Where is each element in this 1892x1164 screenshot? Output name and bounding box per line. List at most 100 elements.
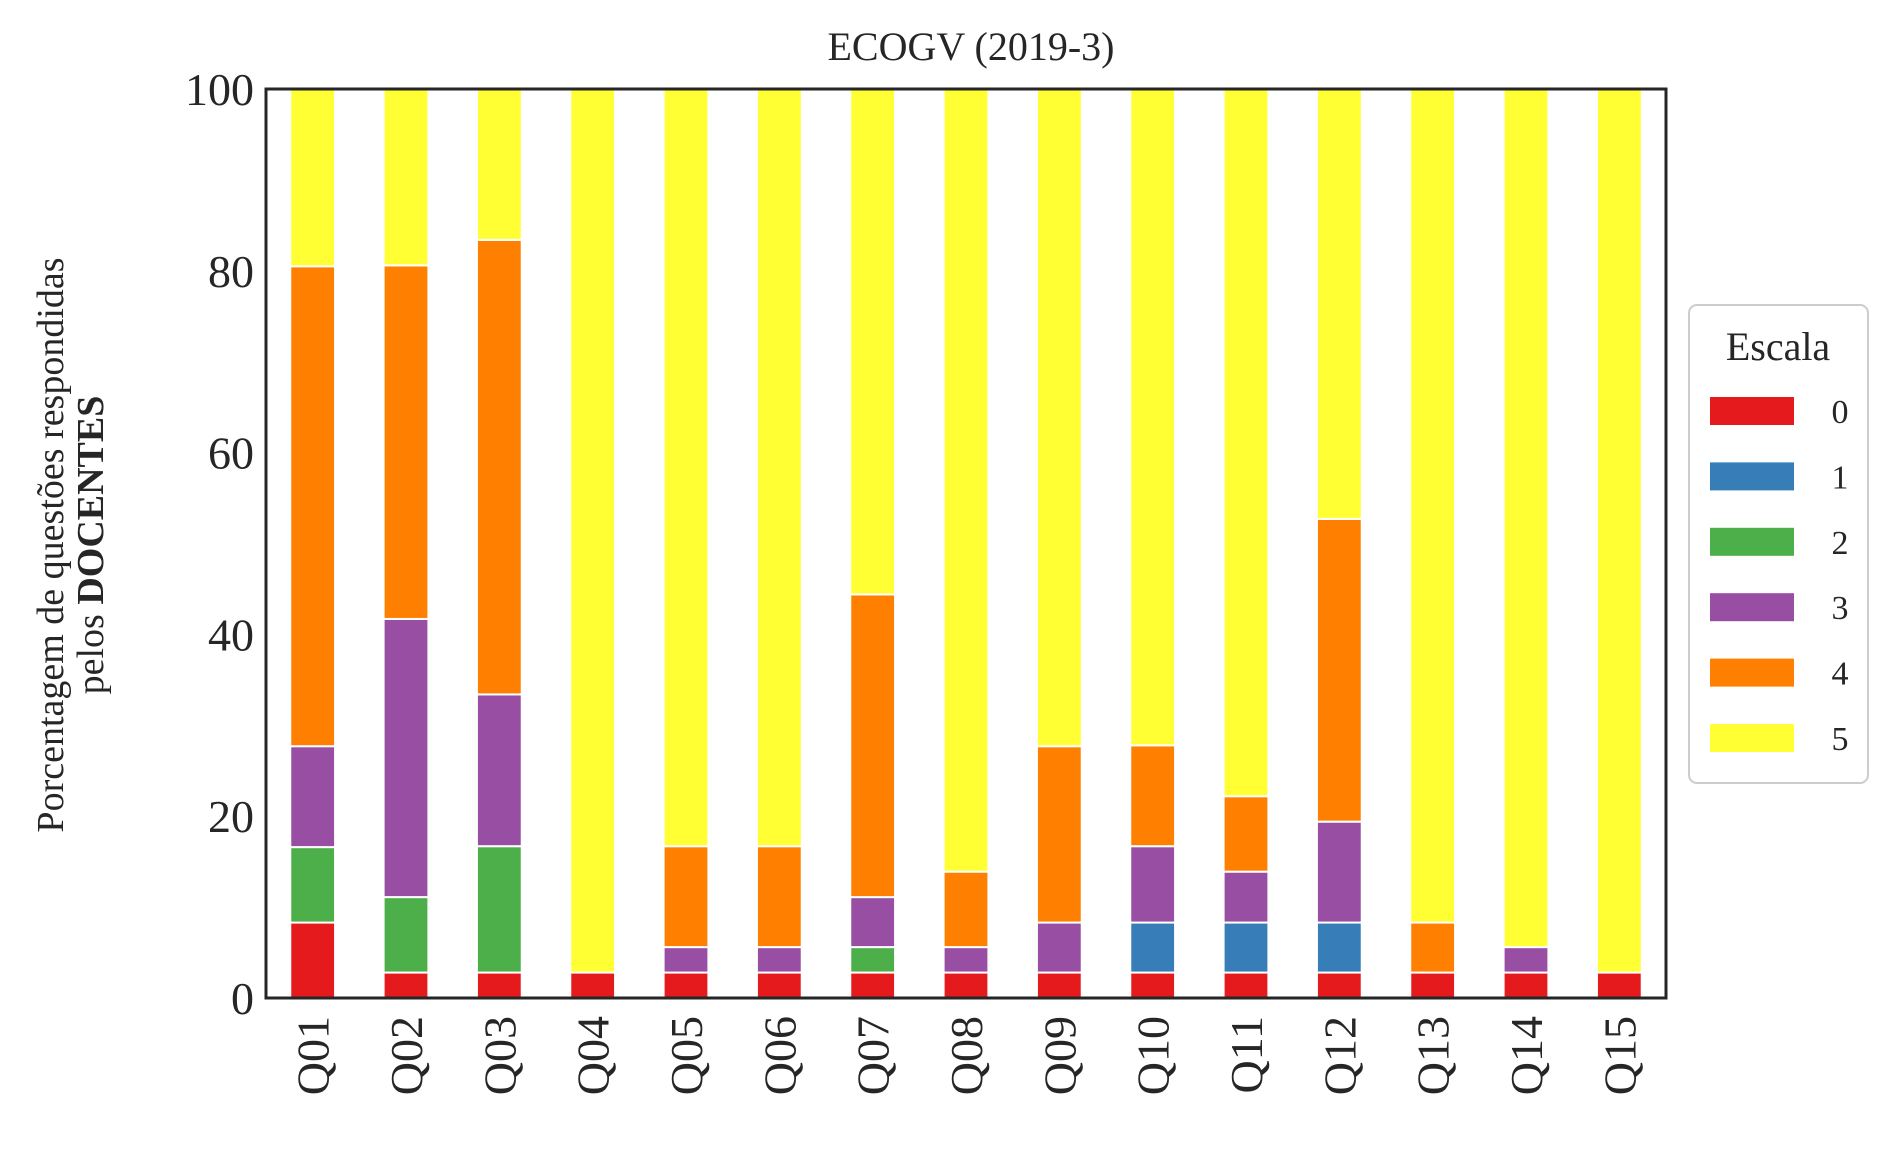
y-axis-label-line2-plain: pelos <box>70 605 112 695</box>
legend-swatch-4 <box>1710 658 1794 687</box>
bar-segment-q01-scale-0 <box>289 921 337 999</box>
y-axis-label: Porcentagem de questões respondidas pelo… <box>30 257 112 832</box>
bar-segment-q11-scale-3 <box>1222 870 1270 924</box>
bar-segment-q11-scale-4 <box>1222 795 1270 873</box>
x-tick-label: Q02 <box>381 1016 432 1095</box>
legend-swatch-3 <box>1710 593 1794 622</box>
bar-segment-q05-scale-0 <box>662 971 710 999</box>
y-axis-label-line2: pelos DOCENTES <box>70 396 112 695</box>
bar-segment-q14-scale-3 <box>1502 946 1550 974</box>
x-tick-label: Q06 <box>754 1016 805 1095</box>
y-tick-label: 40 <box>208 609 254 660</box>
x-tick-label: Q09 <box>1034 1016 1085 1095</box>
bar-segment-q15-scale-5 <box>1595 88 1643 974</box>
bar-segment-q11-scale-0 <box>1222 971 1270 999</box>
bar-segment-q01-scale-4 <box>289 265 337 748</box>
bar-segment-q01-scale-3 <box>289 745 337 849</box>
legend-label-1: 1 <box>1832 459 1849 496</box>
bars-group <box>289 88 1643 999</box>
bar-segment-q08-scale-5 <box>942 88 990 873</box>
bar-segment-q02-scale-2 <box>382 896 430 974</box>
x-tick-label: Q11 <box>1221 1016 1272 1094</box>
x-tick-label: Q15 <box>1594 1016 1645 1095</box>
bar-segment-q12-scale-0 <box>1315 971 1363 999</box>
bar-segment-q03-scale-3 <box>475 693 523 848</box>
legend-label-3: 3 <box>1832 590 1849 627</box>
legend-swatch-5 <box>1710 724 1794 752</box>
chart-title: ECOGV (2019-3) <box>827 24 1114 69</box>
bar-segment-q06-scale-3 <box>755 946 803 974</box>
y-tick-label: 20 <box>208 791 254 842</box>
bar-segment-q12-scale-5 <box>1315 88 1363 520</box>
bar-segment-q13-scale-4 <box>1409 921 1457 974</box>
bar-segment-q09-scale-3 <box>1035 921 1083 974</box>
y-tick-label: 80 <box>208 246 254 297</box>
x-tick-label: Q08 <box>941 1016 992 1095</box>
legend: Escala 0 1 2 3 4 5 <box>1688 304 1869 784</box>
bar-segment-q10-scale-3 <box>1129 845 1177 924</box>
x-tick-label: Q03 <box>474 1016 525 1095</box>
bar-segment-q03-scale-4 <box>475 238 523 696</box>
y-axis-label-line2-bold: DOCENTES <box>70 396 112 605</box>
bar-segment-q03-scale-0 <box>475 971 523 999</box>
bar-segment-q10-scale-5 <box>1129 88 1177 747</box>
x-tick-label: Q01 <box>288 1016 339 1095</box>
bar-segment-q06-scale-0 <box>755 971 803 999</box>
x-tick-label: Q13 <box>1408 1016 1459 1095</box>
y-tick-label: 0 <box>231 973 254 1024</box>
bar-segment-q09-scale-4 <box>1035 745 1083 924</box>
x-tick-label: Q05 <box>661 1016 712 1095</box>
bar-segment-q13-scale-5 <box>1409 88 1457 924</box>
bar-segment-q08-scale-4 <box>942 870 990 949</box>
bar-segment-q11-scale-1 <box>1222 921 1270 974</box>
bar-segment-q05-scale-4 <box>662 845 710 949</box>
bar-segment-q05-scale-5 <box>662 88 710 848</box>
legend-label-0: 0 <box>1832 394 1849 431</box>
bar-segment-q02-scale-4 <box>382 264 430 620</box>
bar-segment-q07-scale-3 <box>849 896 897 949</box>
y-tick-label: 60 <box>208 428 254 479</box>
x-tick-label: Q12 <box>1314 1016 1365 1095</box>
legend-items: 0 1 2 3 4 5 <box>1710 394 1849 758</box>
bar-segment-q07-scale-5 <box>849 88 897 596</box>
bar-segment-q10-scale-4 <box>1129 744 1177 848</box>
y-axis-label-line1: Porcentagem de questões respondidas <box>30 257 72 832</box>
bar-segment-q10-scale-0 <box>1129 971 1177 999</box>
bar-segment-q14-scale-0 <box>1502 971 1550 999</box>
y-tick-label: 100 <box>185 64 254 115</box>
x-tick-label: Q04 <box>568 1016 619 1095</box>
bar-segment-q02-scale-3 <box>382 617 430 899</box>
legend-label-2: 2 <box>1832 525 1849 562</box>
bar-segment-q01-scale-5 <box>289 88 337 268</box>
bar-segment-q02-scale-5 <box>382 88 430 267</box>
bar-segment-q14-scale-5 <box>1502 88 1550 949</box>
legend-swatch-0 <box>1710 397 1794 425</box>
bar-segment-q13-scale-0 <box>1409 971 1457 999</box>
legend-swatch-2 <box>1710 527 1794 556</box>
bar-segment-q09-scale-5 <box>1035 88 1083 748</box>
bar-segment-q02-scale-0 <box>382 971 430 999</box>
bar-segment-q10-scale-1 <box>1129 921 1177 974</box>
bar-segment-q03-scale-5 <box>475 88 523 241</box>
bar-segment-q12-scale-4 <box>1315 517 1363 823</box>
bar-segment-q04-scale-5 <box>569 88 617 974</box>
legend-swatch-1 <box>1710 462 1794 491</box>
legend-label-5: 5 <box>1832 721 1849 758</box>
plot-frame <box>264 87 1668 1000</box>
y-ticks-group: 0 20 40 60 80 100 <box>185 64 254 1024</box>
bar-segment-q11-scale-5 <box>1222 88 1270 798</box>
bar-segment-q07-scale-0 <box>849 971 897 999</box>
bar-segment-q07-scale-4 <box>849 593 897 899</box>
bar-segment-q12-scale-3 <box>1315 820 1363 924</box>
bar-segment-q05-scale-3 <box>662 946 710 974</box>
x-tick-label: Q10 <box>1128 1016 1179 1095</box>
bar-segment-q15-scale-0 <box>1595 971 1643 999</box>
legend-label-4: 4 <box>1832 656 1849 693</box>
x-tick-label: Q14 <box>1501 1016 1552 1095</box>
bar-segment-q08-scale-3 <box>942 946 990 974</box>
bar-segment-q06-scale-4 <box>755 845 803 949</box>
bar-segment-q06-scale-5 <box>755 88 803 848</box>
bar-segment-q09-scale-0 <box>1035 971 1083 999</box>
